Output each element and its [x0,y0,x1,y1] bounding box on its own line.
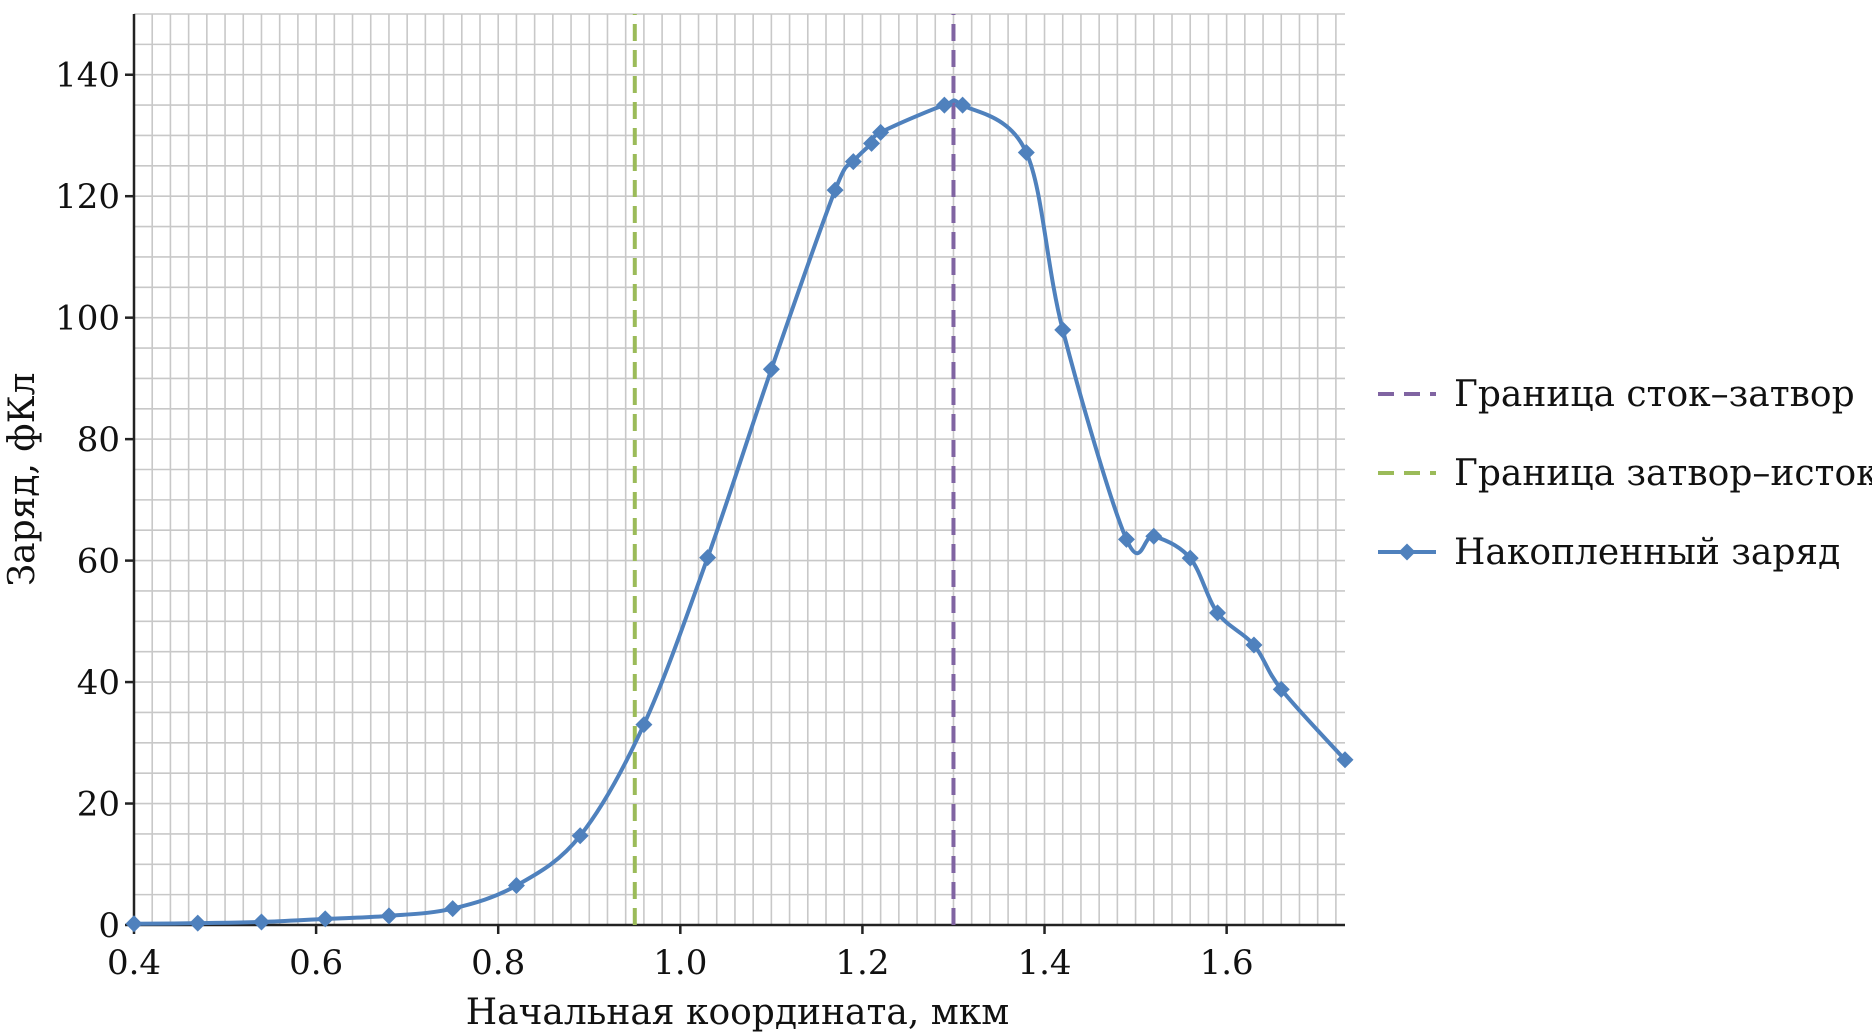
data-point [826,181,844,199]
data-point [252,913,270,931]
legend-item: Граница затвор–исток [1378,453,1872,494]
data-point [872,123,890,141]
y-tick-label: 20 [77,785,120,825]
data-point [316,910,334,928]
data-point [635,716,653,734]
data-point [1336,751,1354,769]
legend-label: Граница затвор–исток [1454,453,1872,494]
data-point [762,360,780,378]
x-axis-title: Начальная координата, мкм [466,992,1009,1033]
legend-item: Накопленный заряд [1378,532,1840,573]
y-tick-label: 100 [55,299,120,339]
legend-marker [1398,543,1416,561]
legend-label: Граница сток–затвор [1454,374,1855,415]
x-tick-label: 1.6 [1200,943,1254,983]
y-axis-title: Заряд, фКл [2,373,43,587]
data-point [571,827,589,845]
legend-label: Накопленный заряд [1454,532,1840,573]
y-tick-label: 120 [55,177,120,217]
y-tick-label: 140 [55,56,120,96]
data-point [1209,604,1227,622]
x-tick-label: 1.2 [835,943,889,983]
data-point [189,914,207,932]
data-point [1017,143,1035,161]
data-point [380,907,398,925]
data-point [507,877,525,895]
x-tick-label: 1.0 [653,943,707,983]
tick-labels: 0.4 0.6 0.8 1.0 1.2 1.4 1.6 0 20 40 60 80 100 120 140 [55,56,1254,983]
data-point [954,96,972,114]
data-point [125,915,143,933]
axes [125,14,1345,934]
data-point [1181,549,1199,567]
data-point [844,153,862,171]
grid [133,13,1345,926]
data-point [1145,527,1163,545]
plot-area [125,14,1354,933]
x-tick-label: 0.8 [471,943,525,983]
x-tick-label: 0.6 [289,943,343,983]
data-point [935,96,953,114]
data-point [699,549,717,567]
data-point [1117,530,1135,548]
x-tick-label: 1.4 [1017,943,1071,983]
y-tick-label: 60 [77,542,120,582]
x-tick-label: 0.4 [107,943,161,983]
y-tick-label: 40 [77,663,120,703]
legend: Граница сток–затвор Граница затвор–исток Н… [1378,374,1872,573]
y-tick-label: 0 [98,906,120,946]
data-point [1272,680,1290,698]
data-point [1054,321,1072,339]
data-point [863,134,881,152]
legend-item: Граница сток–затвор [1378,374,1855,415]
data-point [1245,636,1263,654]
data-point [444,900,462,918]
y-tick-label: 80 [77,420,120,460]
